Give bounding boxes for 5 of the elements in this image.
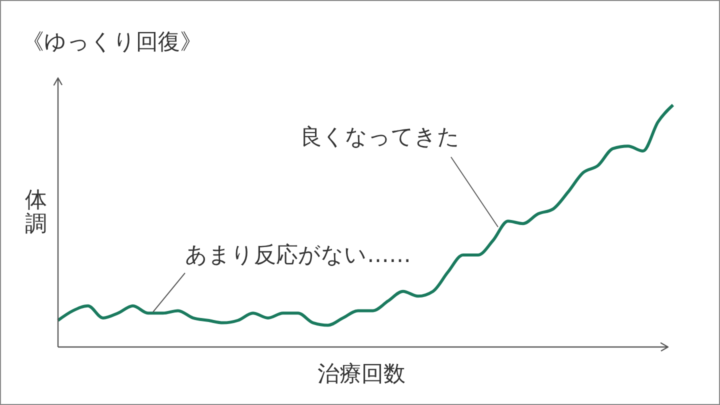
- y-axis-title: 体調: [25, 188, 47, 237]
- annotation: あまり反応がない……: [185, 243, 411, 268]
- annotation: 良くなってきた: [300, 125, 460, 150]
- chart-title: 《ゆっくり回復》: [22, 30, 202, 55]
- x-axis-title: 治療回数: [318, 362, 406, 387]
